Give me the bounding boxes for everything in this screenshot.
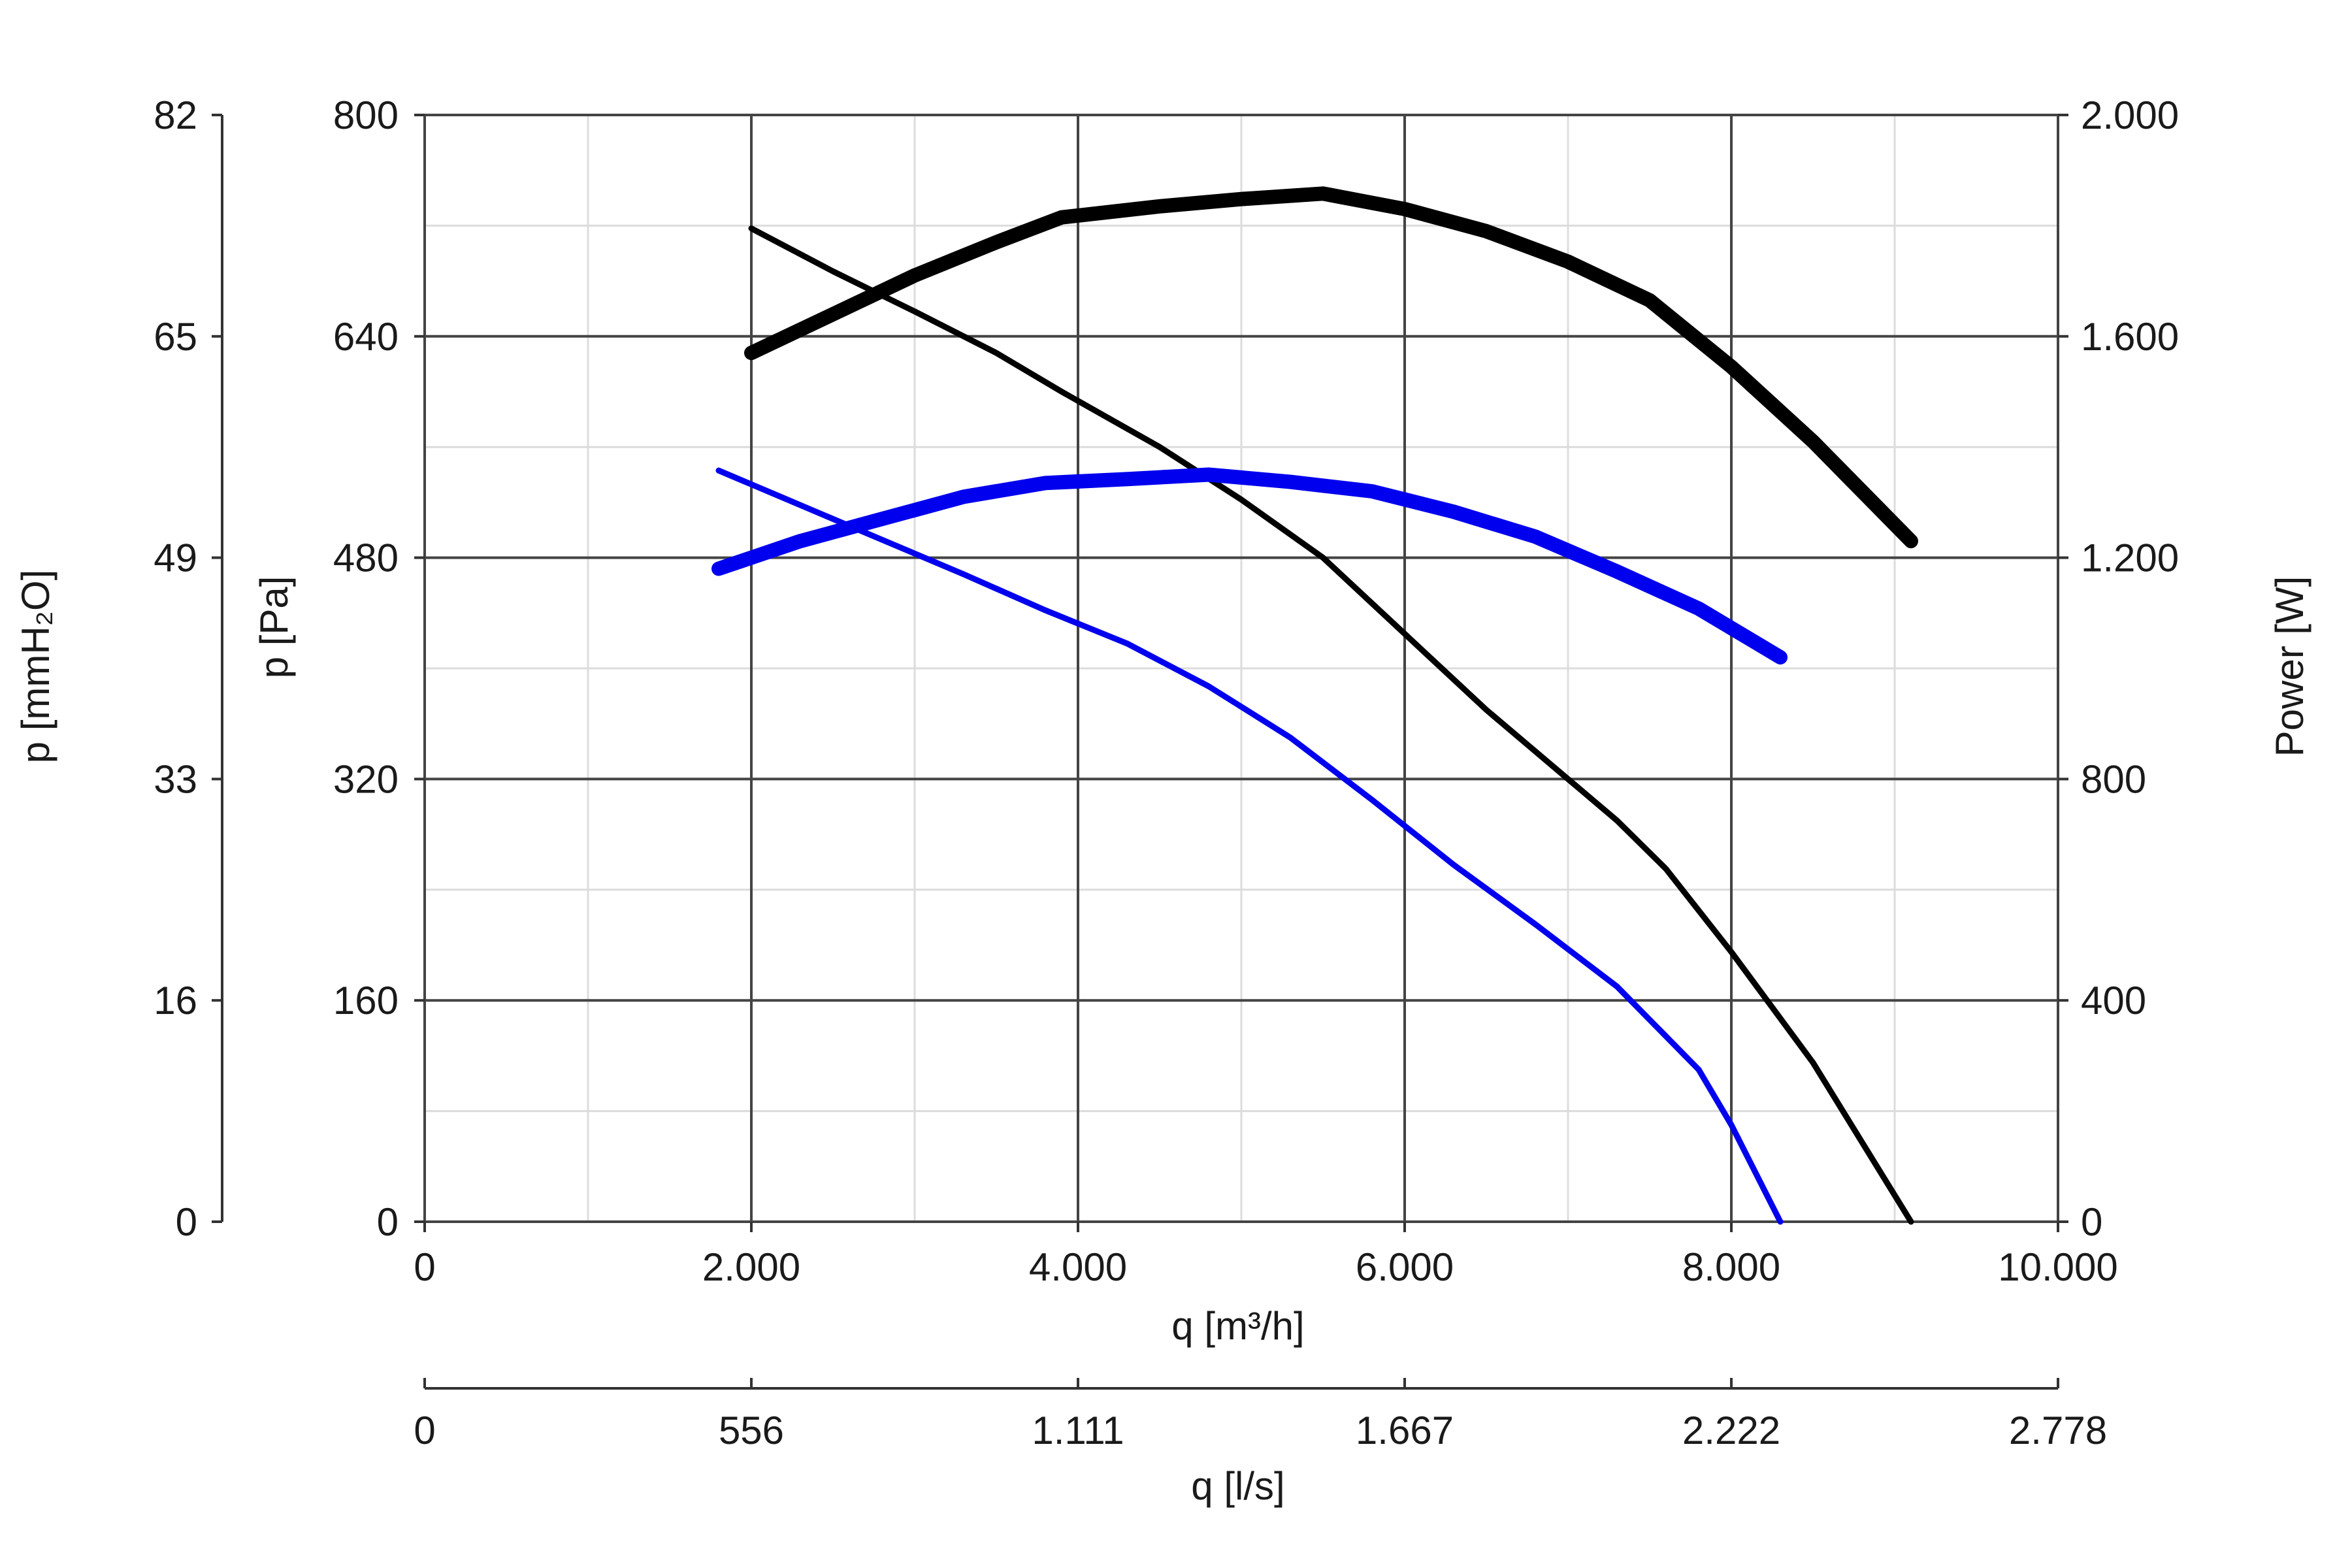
pressure-curve-blue <box>715 467 1784 1225</box>
y-axis-right-tick-label: 0 <box>2081 1200 2102 1244</box>
y-axis-right-tick-label: 400 <box>2081 979 2146 1022</box>
y-axis-tick-label: 480 <box>333 536 399 580</box>
y-axis-outer-tick-label: 49 <box>154 536 197 580</box>
y-axis-right-tick-label: 800 <box>2081 757 2146 801</box>
y-axis-tick-label: 160 <box>333 979 399 1022</box>
y-axis-tick-label: 640 <box>333 315 399 359</box>
x-axis-tick-label: 8.000 <box>1682 1245 1780 1289</box>
pressure-curve-black <box>748 225 1914 1225</box>
x-axis-title: q [m³/h] <box>1171 1304 1304 1348</box>
y-axis-title: p [Pa] <box>252 576 296 679</box>
x-axis-tick-label: 4.000 <box>1029 1245 1127 1289</box>
power-curve-black <box>744 186 1918 549</box>
grid <box>423 114 2059 1223</box>
y-axis-tick-label: 0 <box>377 1200 399 1244</box>
y-axis-tick-label: 320 <box>333 757 399 801</box>
x-axis-secondary-tick-label: 2.222 <box>1682 1409 1780 1452</box>
y-axis-tick-label: 800 <box>333 93 399 137</box>
y-axis-outer-tick-label: 82 <box>154 93 197 137</box>
x-axis-secondary-tick-label: 556 <box>719 1409 784 1452</box>
y-axis-outer-tick-label: 65 <box>154 315 197 359</box>
power-curve-blue <box>711 467 1788 665</box>
x-axis-secondary-tick-label: 0 <box>414 1409 435 1452</box>
y-axis-outer-tick-label: 33 <box>154 757 197 801</box>
x-axis-secondary-title: q [l/s] <box>1191 1464 1284 1508</box>
x-axis-secondary-tick-label: 1.667 <box>1356 1409 1454 1452</box>
x-axis-secondary-tick-label: 1.111 <box>1032 1409 1124 1452</box>
y-axis-outer-tick-label: 0 <box>176 1200 197 1244</box>
y-axis-right-title: Power [W] <box>2268 576 2311 757</box>
y-axis-right-tick-label: 1.200 <box>2081 536 2179 580</box>
x-axis-tick-label: 6.000 <box>1356 1245 1454 1289</box>
y-axis-outer-tick-label: 16 <box>154 979 197 1022</box>
axes: 0 2.000 4.000 6.000 8.000 10.0000160320480640… <box>154 93 2179 1452</box>
series <box>711 186 1918 1225</box>
x-axis-tick-label: 10.000 <box>1998 1245 2118 1289</box>
y-axis-right-tick-label: 2.000 <box>2081 93 2179 137</box>
y-axis-outer-title: p [mmH₂O] <box>14 570 57 764</box>
x-axis-tick-label: 2.000 <box>702 1245 800 1289</box>
x-axis-tick-label: 0 <box>414 1245 435 1289</box>
x-axis-secondary-tick-label: 2.778 <box>2009 1409 2107 1452</box>
y-axis-right-tick-label: 1.600 <box>2081 315 2179 359</box>
